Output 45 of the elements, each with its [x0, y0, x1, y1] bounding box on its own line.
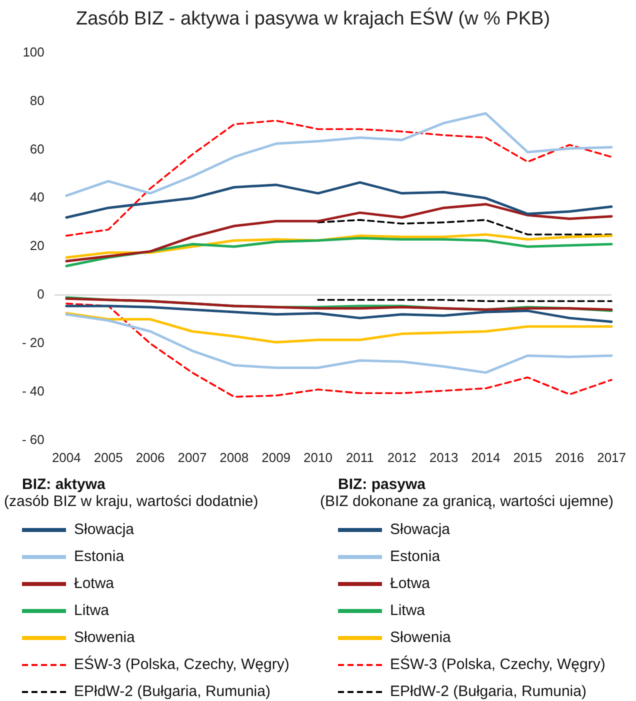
legend-label: Łotwa: [390, 575, 430, 592]
legend-label: EPłdW-2 (Bułgaria, Rumunia): [390, 683, 586, 700]
y-tick-label: 80: [30, 92, 44, 108]
legend-label: Estonia: [390, 548, 440, 565]
x-tick-label: 2005: [94, 450, 123, 465]
x-tick-label: 2011: [346, 450, 374, 465]
x-tick-label: 2008: [220, 450, 249, 465]
text: BIZ: pasywa: [338, 476, 427, 493]
x-tick-label: 2012: [387, 450, 416, 465]
legend-label: Słowacja: [390, 521, 450, 538]
chart-title: Zasób BIZ - aktywa i pasywa w krajach EŚW (w % PKB): [76, 6, 550, 30]
text: (BIZ dokonane za granicą, wartości ujemne): [320, 493, 614, 510]
y-tick-label: 0: [37, 286, 44, 302]
y-tick-label: - 60: [22, 432, 44, 447]
text: BIZ: aktywa: [22, 476, 106, 493]
legend-label: Estonia: [74, 548, 124, 565]
legend-label: Słowenia: [390, 629, 451, 646]
legend-label: EŚW-3 (Polska, Czechy, Węgry): [390, 656, 606, 673]
y-tick-label: 100: [22, 44, 44, 60]
legend-label: Litwa: [74, 602, 110, 619]
y-tick-label: - 20: [22, 335, 44, 350]
line-series: [66, 120, 612, 237]
legend-label: Łotwa: [74, 575, 114, 592]
x-tick-label: 2007: [178, 450, 207, 465]
x-tick-label: 2006: [136, 450, 165, 465]
x-tick-label: 2015: [513, 450, 542, 465]
legend-label: Słowacja: [74, 521, 134, 538]
y-tick-label: 40: [30, 190, 44, 205]
text: (zasób BIZ w kraju, wartości dodatnie): [4, 493, 260, 510]
x-tick-label: 2013: [429, 450, 458, 465]
legend-label: Litwa: [390, 602, 426, 619]
x-tick-label: 2004: [52, 450, 81, 465]
legend-label: Słowenia: [74, 629, 135, 646]
x-tick-label: 2014: [471, 450, 500, 465]
x-tick-label: 2017: [597, 450, 626, 465]
legend-label: EPłdW-2 (Bułgaria, Rumunia): [74, 683, 270, 700]
line-series: [66, 302, 612, 398]
y-tick-label: 60: [30, 141, 44, 156]
x-tick-label: 2009: [262, 450, 291, 465]
x-tick-label: 2010: [304, 450, 332, 465]
line-series: [317, 219, 612, 236]
x-tick-label: 2016: [555, 450, 584, 465]
legend-label: EŚW-3 (Polska, Czechy, Węgry): [74, 656, 290, 673]
y-tick-label: - 40: [22, 384, 44, 399]
y-tick-label: 20: [30, 238, 44, 254]
